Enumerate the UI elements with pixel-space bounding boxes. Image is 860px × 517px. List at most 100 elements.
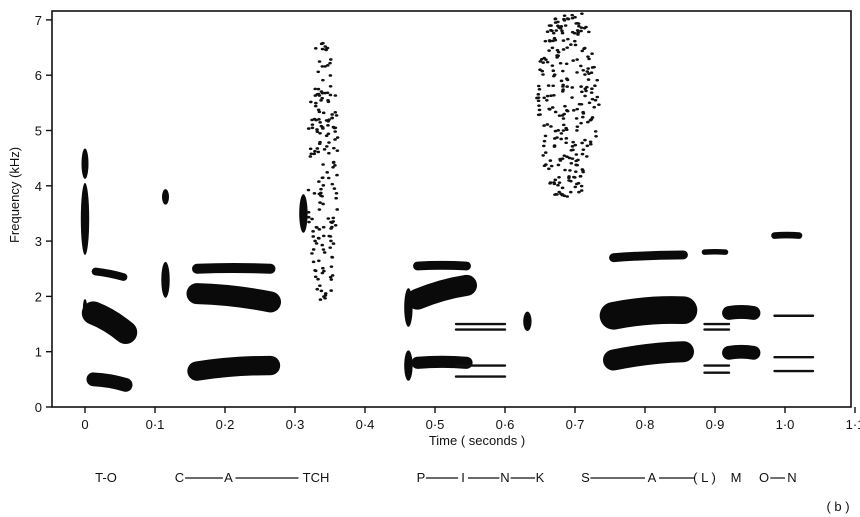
noise-dot [543,39,548,43]
formant-blob [404,350,413,381]
noise-dot [579,64,583,68]
noise-dot [565,46,570,49]
formant-blob [80,183,90,255]
noise-dot [552,73,557,76]
noise-dot [576,33,580,36]
noise-dot [595,95,600,99]
noise-dot [536,113,541,117]
noise-dot [329,220,333,224]
noise-dot [577,24,581,28]
noise-dot [572,31,577,35]
word-label: S [581,470,590,485]
noise-dot [578,175,583,178]
noise-dot [325,64,330,67]
noise-dot [558,61,563,65]
noise-dot [562,154,567,157]
noise-dot [539,57,544,61]
formant-blob [81,301,138,344]
noise-dot [587,101,592,105]
noise-dot [535,96,539,100]
noise-dot [314,101,318,105]
noise-dot [320,65,325,68]
x-tick-label: 0·4 [356,417,375,432]
noise-dot [319,124,324,128]
noise-dot [542,96,547,100]
noise-dot [326,124,330,127]
y-tick-label: 3 [35,234,42,249]
noise-dot [565,109,570,113]
noise-dot [577,102,582,106]
noise-dot [579,85,583,88]
noise-dot [570,96,574,99]
noise-dot [317,60,322,63]
noise-dot [551,39,555,43]
x-tick-label: 0·6 [496,417,515,432]
noise-dot [538,68,542,72]
noise-dot [328,61,332,65]
noise-dot [576,31,581,34]
noise-dot [306,215,311,219]
noise-dot [550,64,555,67]
noise-dot [319,289,324,293]
noise-dot [575,129,579,132]
noise-dot [567,156,572,160]
noise-dot [560,31,565,35]
noise-dot [580,141,584,145]
noise-dot [575,163,579,167]
noise-dot [575,58,579,61]
noise-dot [551,84,555,88]
y-tick-label: 1 [35,345,42,360]
formant-blob [722,344,761,360]
noise-dot [557,175,561,179]
noise-dot [589,71,594,75]
noise-dot [573,185,578,189]
noise-dot [333,94,338,97]
noise-dot [563,168,567,172]
noise-dot [592,65,596,69]
noise-dot [547,49,551,52]
noise-dot [334,196,338,200]
noise-dot [556,163,561,167]
noise-dot [315,147,320,150]
noise-dot [310,126,315,130]
noise-dot [317,228,322,231]
noise-dot [553,129,558,133]
noise-dot [328,275,333,279]
noise-dot [569,43,573,46]
formant-blob [722,305,761,320]
x-tick-label: 1·0 [776,417,795,432]
noise-dot [566,37,570,41]
x-tick-label: 0·5 [426,417,445,432]
word-label: K [536,470,545,485]
noise-dot [576,22,581,25]
noise-dot [333,130,337,133]
noise-dot [329,265,334,268]
noise-dot [545,99,549,102]
noise-dot [322,148,327,151]
noise-dot [557,181,562,184]
formant-blob [161,261,170,298]
word-label: C [175,470,184,485]
noise-dot [553,110,558,114]
noise-dot [561,69,565,73]
noise-dot [549,125,553,128]
noise-dot [574,153,579,156]
noise-dot [567,176,571,180]
x-tick-label: 1·1 [846,417,860,432]
noise-dot [318,140,322,144]
noise-dot [315,128,319,131]
noise-dot [580,12,584,15]
formant-blob [406,274,478,310]
x-tick-label: 0·9 [706,417,725,432]
noise-dot [570,145,575,148]
noise-dot [566,17,571,21]
formant-blob [186,283,282,313]
noise-dot [575,107,580,111]
noise-dot [584,89,588,93]
noise-dot [333,111,338,114]
noise-dot [333,126,338,130]
noise-dot [327,118,331,121]
noise-dot [335,208,340,211]
noise-dot [548,39,552,43]
noise-dot [326,99,330,102]
